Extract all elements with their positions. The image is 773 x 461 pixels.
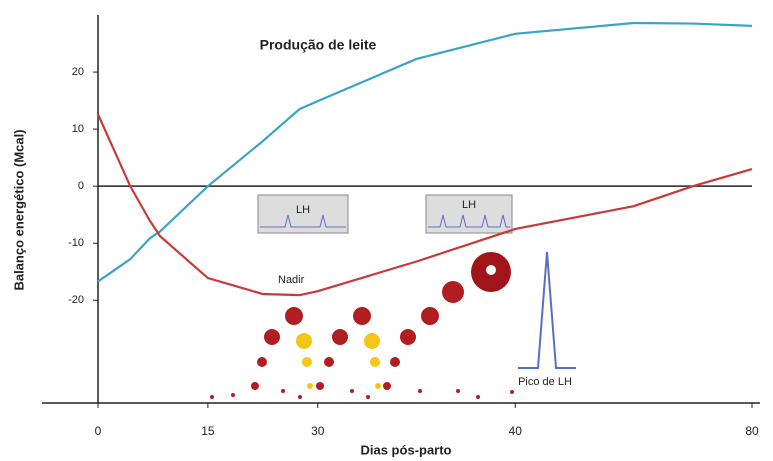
y-tick-label: 10	[72, 123, 84, 135]
y-axis-label: Balanço energético (Mcal)	[11, 129, 26, 290]
y-tick-label: 0	[78, 180, 84, 192]
x-tick-label: 0	[95, 424, 102, 438]
x-tick-label: 80	[745, 424, 759, 438]
y-tick-label: -10	[68, 237, 84, 249]
annotation-title: Produção de leite	[260, 37, 377, 53]
series-line	[97, 21, 753, 283]
series-line	[96, 113, 753, 297]
annotation-lh-peak: Pico de LH	[518, 376, 572, 388]
annotation-lh: LH	[462, 199, 476, 211]
y-tick-label: 20	[72, 66, 84, 78]
annotation-lh: LH	[296, 204, 310, 216]
y-tick-label: -20	[68, 294, 84, 306]
x-axis-label: Dias pós-parto	[360, 442, 451, 457]
x-tick-label: 15	[201, 424, 215, 438]
annotation-nadir: Nadir	[278, 274, 305, 286]
x-tick-label: 40	[509, 424, 523, 438]
follicles	[210, 252, 514, 399]
lh-insets	[257, 194, 576, 369]
x-tick-label: 30	[311, 424, 325, 438]
